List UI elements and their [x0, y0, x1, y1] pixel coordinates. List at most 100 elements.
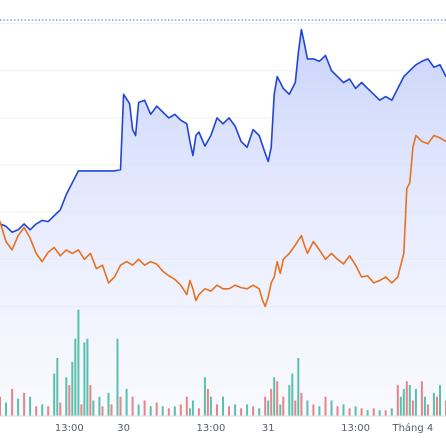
volume-bar	[306, 400, 309, 416]
volume-bar	[137, 404, 140, 416]
volume-bar	[372, 408, 375, 416]
volume-bar	[276, 381, 279, 416]
volume-bar	[5, 402, 7, 416]
volume-bar	[92, 400, 95, 416]
volume-bar	[402, 388, 405, 416]
volume-bar	[288, 385, 291, 416]
volume-bar	[173, 406, 176, 416]
volume-bar	[98, 396, 101, 416]
volume-bar	[101, 406, 104, 416]
volume-bar	[89, 385, 92, 416]
volume-bar	[240, 408, 243, 416]
volume-bar	[246, 404, 249, 416]
volume-bar	[432, 392, 435, 416]
primary-series-line	[0, 28, 446, 233]
volume-bar	[222, 396, 224, 416]
volume-bar	[68, 385, 71, 416]
volume-bar	[366, 410, 369, 416]
x-tick-label: 30	[117, 423, 130, 434]
volume-bar	[17, 398, 20, 416]
volume-bar	[294, 400, 297, 416]
x-tick-label: 13:00	[196, 423, 225, 434]
volume-bar	[414, 388, 417, 416]
volume-bar	[228, 406, 230, 416]
volume-bar	[110, 404, 113, 416]
primary-area-layer	[0, 29, 446, 416]
volume-bar	[56, 358, 59, 416]
volume-bar	[83, 342, 86, 416]
x-tick-label: 13:00	[55, 423, 84, 434]
volume-bar	[420, 381, 423, 416]
volume-bar	[264, 396, 267, 416]
volume-bar	[330, 400, 333, 416]
volume-bar	[342, 404, 345, 416]
volume-bar	[234, 404, 237, 416]
volume-bar	[80, 404, 83, 416]
volume-bar	[29, 396, 32, 416]
volume-bar	[185, 396, 188, 416]
volume-bar	[119, 396, 122, 416]
volume-bar	[59, 402, 62, 416]
volume-bar	[188, 408, 191, 416]
volume-bar	[378, 410, 381, 416]
volume-bar	[71, 361, 74, 416]
secondary-series-line	[0, 134, 446, 308]
volume-bar	[116, 338, 119, 416]
volume-bar	[23, 392, 26, 416]
volume-bar	[291, 373, 294, 416]
volume-bar	[74, 338, 77, 416]
volume-bar	[354, 406, 357, 416]
volume-bar	[439, 385, 441, 416]
volume-bar	[405, 381, 408, 416]
volume-bar	[0, 396, 1, 416]
volume-bar	[35, 406, 38, 416]
volume-bar	[197, 408, 200, 416]
volume-bar	[143, 400, 146, 416]
volume-bar	[318, 406, 321, 416]
volume-bar	[426, 404, 429, 416]
volume-bar	[86, 338, 89, 416]
volume-bars	[0, 309, 446, 416]
volume-bar	[270, 388, 273, 416]
volume-bar	[125, 388, 128, 416]
volume-bar	[11, 388, 14, 416]
x-tick-label: 13:00	[341, 423, 370, 434]
volume-bar	[155, 402, 158, 416]
volume-bar	[436, 396, 438, 416]
volume-bar	[282, 396, 285, 416]
volume-bar	[297, 358, 300, 416]
volume-bar	[203, 377, 206, 416]
volume-bar	[216, 404, 218, 416]
volume-bar	[107, 392, 110, 416]
series-lines	[0, 28, 446, 308]
volume-bar	[279, 404, 282, 416]
volume-bar	[411, 400, 414, 416]
volume-bar	[161, 406, 164, 416]
volume-bar	[324, 396, 327, 416]
volume-bar	[300, 392, 303, 416]
volume-bar	[360, 408, 363, 416]
volume-bar	[41, 404, 44, 416]
volume-bar	[399, 396, 402, 416]
volume-bar	[191, 400, 194, 416]
volume-bar	[149, 406, 152, 416]
volume-bar	[336, 406, 339, 416]
volume-bar	[47, 406, 50, 416]
volume-bar	[179, 404, 182, 416]
x-tick-label: Tháng 4	[391, 422, 433, 434]
volume-bar	[65, 377, 68, 416]
volume-bar	[408, 385, 411, 416]
volume-bar	[390, 408, 393, 416]
volume-bar	[167, 408, 170, 416]
x-axis-ticks: 13:00 30 13:00 31 13:00 Tháng 4	[55, 422, 433, 434]
primary-series-area	[0, 29, 446, 416]
volume-bar	[77, 309, 80, 416]
volume-bar	[384, 410, 387, 416]
volume-bar	[252, 406, 255, 416]
volume-bar	[258, 408, 261, 416]
volume-bar	[209, 396, 212, 416]
volume-bar	[53, 373, 56, 416]
volume-bar	[206, 388, 209, 416]
